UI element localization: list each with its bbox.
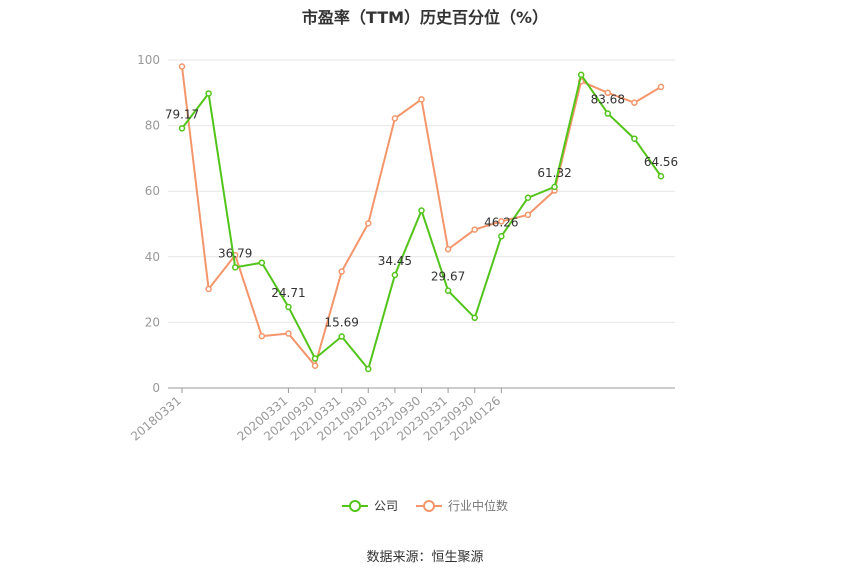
data-label: 34.45 <box>378 254 412 268</box>
series-line-1 <box>181 66 662 368</box>
data-point <box>285 330 292 337</box>
y-tick-label: 60 <box>145 184 160 198</box>
series-lines <box>178 63 665 373</box>
data-point <box>178 63 186 70</box>
data-point <box>338 268 345 275</box>
legend-label-company: 公司 <box>373 499 398 513</box>
y-tick-label: 40 <box>145 250 160 264</box>
data-point <box>524 211 532 219</box>
data-point <box>205 90 212 97</box>
y-tick-label: 20 <box>145 315 160 329</box>
data-point <box>418 207 425 214</box>
data-point <box>231 264 239 271</box>
data-point <box>178 125 186 132</box>
y-tick-label: 80 <box>145 119 160 133</box>
data-label: 36.79 <box>218 246 252 260</box>
data-point <box>365 365 372 373</box>
data-point <box>657 83 665 91</box>
data-point <box>444 287 452 294</box>
data-point <box>631 135 638 142</box>
data-label: 46.26 <box>484 215 518 229</box>
data-point <box>604 89 612 97</box>
legend-label-industry-median: 行业中位数 <box>448 499 509 513</box>
grid-lines <box>168 59 675 323</box>
data-point <box>311 355 319 362</box>
data-point <box>258 332 266 340</box>
data-label: 29.67 <box>431 270 465 284</box>
legend: 公司 行业中位数 <box>0 497 850 514</box>
data-point <box>391 271 399 279</box>
data-point <box>524 194 532 202</box>
data-point <box>471 314 478 322</box>
data-point <box>498 233 505 240</box>
data-point <box>631 99 638 106</box>
y-tick-label: 0 <box>152 381 160 395</box>
legend-industry-marker-icon <box>416 499 442 512</box>
data-point <box>657 172 665 180</box>
data-label: 61.32 <box>537 166 571 180</box>
legend-item-company[interactable]: 公司 <box>341 497 398 514</box>
y-tick-label: 100 <box>137 53 160 67</box>
data-point <box>418 96 425 103</box>
data-labels: 79.17 36.79 24.71 15.69 34.45 29.67 46.26 61.32… <box>165 93 678 330</box>
data-source: 数据来源：恒生聚源 <box>366 550 484 565</box>
data-point <box>577 71 585 79</box>
x-tick-label: 20180331 <box>128 394 184 444</box>
data-point <box>311 362 319 369</box>
chart-title: 市盈率（TTM）历史百分位（%） <box>301 8 549 27</box>
data-point <box>471 226 478 233</box>
legend-company-marker-icon <box>341 499 368 512</box>
data-point <box>205 285 212 293</box>
data-label: 64.56 <box>644 155 678 169</box>
data-label: 15.69 <box>324 316 358 330</box>
legend-item-industry-median[interactable]: 行业中位数 <box>416 497 508 514</box>
data-point <box>604 110 612 117</box>
data-label: 83.68 <box>591 93 625 107</box>
data-point <box>444 246 452 253</box>
data-point <box>498 218 505 225</box>
series-line-0 <box>181 72 662 372</box>
data-point <box>285 303 292 311</box>
data-point <box>258 259 266 266</box>
data-point <box>551 183 558 191</box>
data-label: 24.71 <box>271 286 305 300</box>
data-point <box>391 115 399 122</box>
data-point <box>338 333 345 340</box>
data-label: 79.17 <box>165 107 199 121</box>
data-point <box>365 220 372 227</box>
